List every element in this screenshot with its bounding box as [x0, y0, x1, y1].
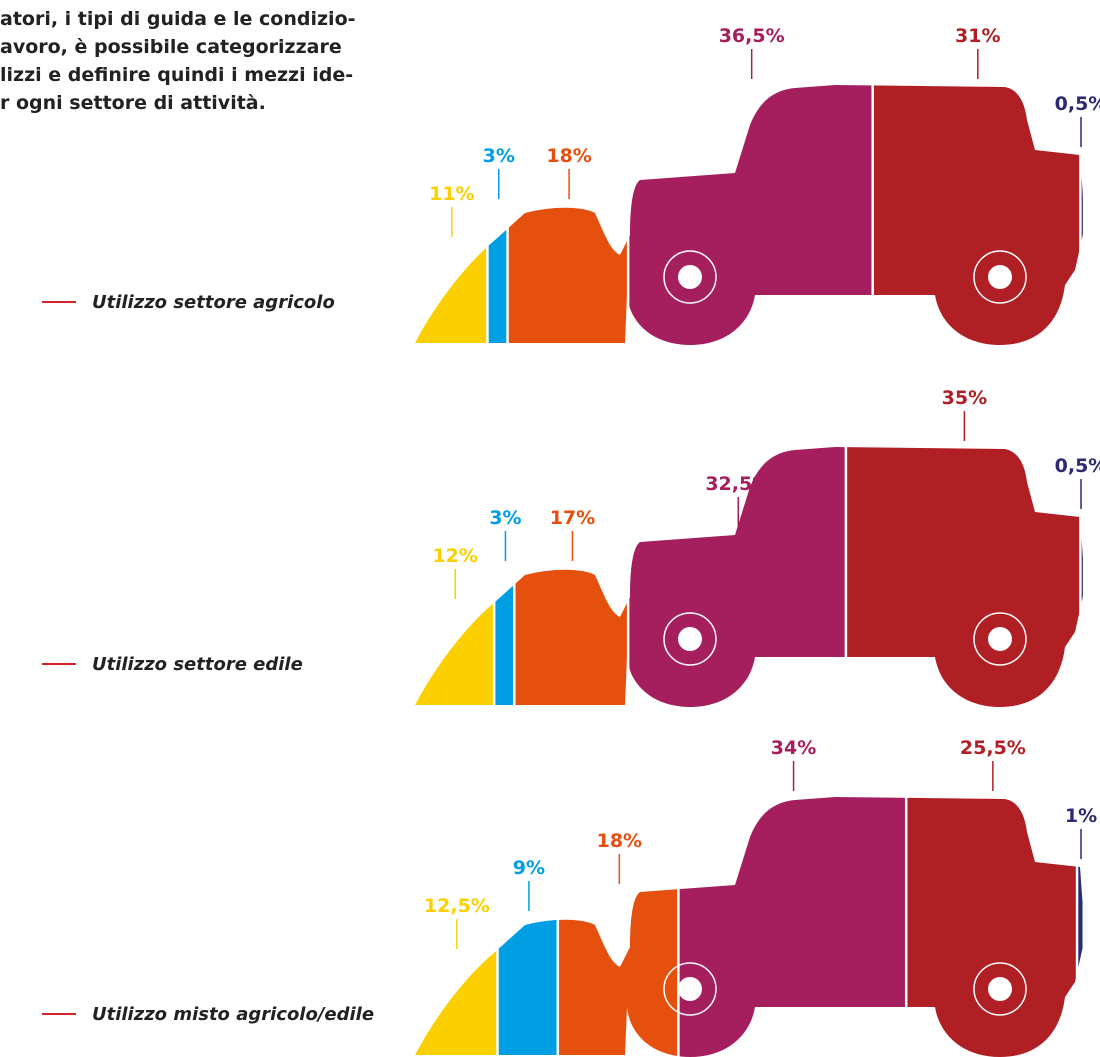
value-label: 31%: [955, 25, 1000, 47]
wheel-hub: [678, 265, 702, 289]
wheel-hub: [973, 962, 1027, 1016]
segment: [1081, 447, 1083, 707]
segment: [847, 447, 1080, 707]
value-label: 34%: [771, 737, 816, 759]
segment: [508, 85, 627, 345]
wheel-hub: [663, 962, 717, 1016]
value-label: 0,5%: [1055, 455, 1100, 477]
wheel-hub: [678, 627, 702, 651]
intro-text: atori, i tipi di guida e le condizio- av…: [0, 8, 356, 114]
value-label: 12%: [432, 545, 477, 567]
segment: [1081, 85, 1083, 345]
segment: [498, 797, 557, 1057]
value-label: 0,5%: [1055, 93, 1100, 115]
segment: [907, 797, 1076, 1057]
chart-title: Utilizzo settore edile: [92, 654, 303, 675]
wheel-hub: [678, 977, 702, 1001]
intro-line: r ogni settore di attività.: [0, 92, 266, 114]
intro-line: atori, i tipi di guida e le condizio-: [0, 8, 356, 30]
value-label: 32,5%: [705, 473, 771, 495]
wheel-hub: [663, 250, 717, 304]
value-label: 18%: [597, 830, 642, 852]
intro-line: lizzi e definire quindi i mezzi ide-: [0, 64, 353, 86]
value-label: 18%: [546, 145, 591, 167]
vehicle-chart: 12% 3% 17% 32,5% 35% 0,5%: [415, 387, 1100, 707]
wheel-hub: [973, 250, 1027, 304]
wheel-hub: [663, 612, 717, 666]
vehicle-chart: 12,5% 9% 18% 34% 25,5% 1%: [415, 737, 1097, 1057]
chart-title: Utilizzo misto agricolo/edile: [92, 1004, 374, 1025]
value-label: 35%: [942, 387, 987, 409]
value-label: 3%: [489, 507, 521, 529]
wheel-hub: [988, 265, 1012, 289]
value-label: 9%: [513, 857, 545, 879]
value-label: 17%: [550, 507, 595, 529]
vehicle-chart: 11% 3% 18% 36,5% 31% 0,5%: [415, 25, 1100, 345]
vehicle-silhouette: [415, 797, 1083, 1057]
value-label: 25,5%: [960, 737, 1026, 759]
wheel-hub: [988, 627, 1012, 651]
segment: [515, 447, 627, 707]
wheel-hub: [973, 612, 1027, 666]
segment: [415, 447, 493, 707]
chart-title: Utilizzo settore agricolo: [92, 292, 335, 313]
value-label: 3%: [483, 145, 515, 167]
segment: [415, 797, 497, 1057]
segment: [495, 447, 513, 707]
value-label: 1%: [1065, 805, 1097, 827]
segment: [1078, 797, 1083, 1057]
segment: [559, 797, 678, 1057]
segment: [415, 85, 487, 345]
wheel-hub: [988, 977, 1012, 1001]
value-label: 11%: [429, 183, 474, 205]
intro-line: avoro, è possibile categorizzare: [0, 36, 342, 58]
segment: [873, 85, 1080, 345]
value-label: 36,5%: [719, 25, 785, 47]
vehicle-silhouette: [415, 85, 1083, 345]
value-label: 12,5%: [424, 895, 490, 917]
segment: [679, 797, 905, 1057]
segment: [488, 85, 507, 345]
segment: [629, 85, 872, 345]
